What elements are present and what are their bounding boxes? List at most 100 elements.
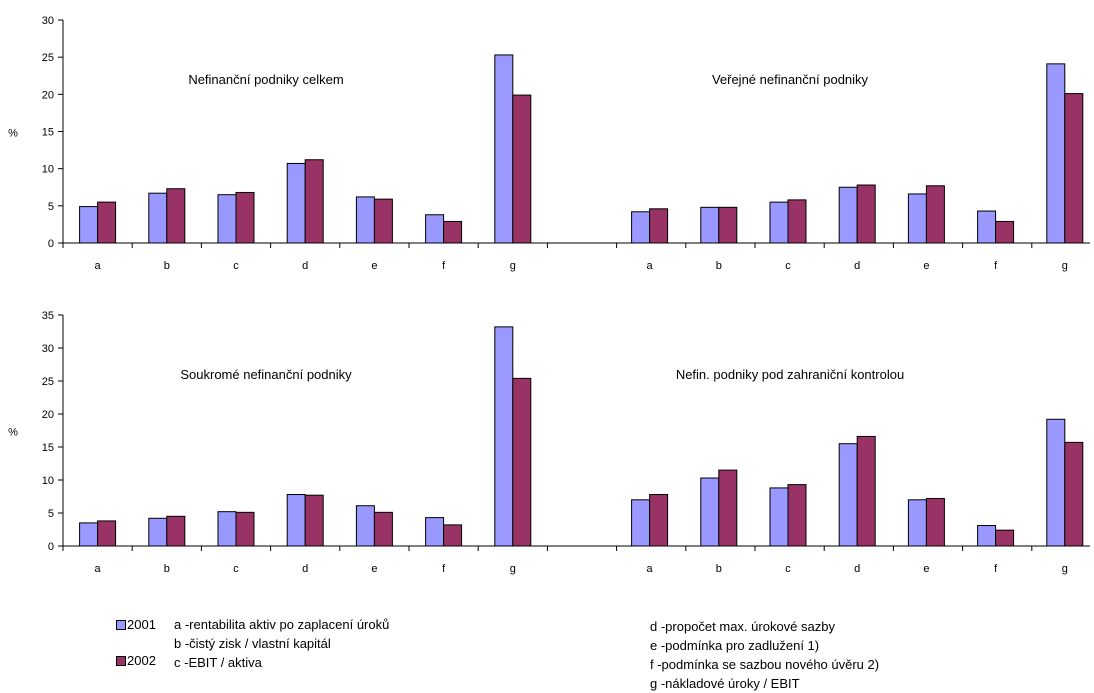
y-axis-label-0: % (8, 128, 18, 140)
bar-1-0-g-2002 (512, 377, 532, 547)
x-tick-label-0-1-0: a (647, 260, 654, 272)
x-tick-label-0-1-1: b (716, 260, 722, 272)
bar-0-0-a-2001 (79, 206, 99, 244)
bar-0-0-c-2001 (217, 194, 237, 244)
x-tick-label-1-1-2: c (785, 563, 791, 575)
bar-0-1-b-2001 (700, 206, 720, 244)
y-tick-label-1-5: 25 (42, 376, 54, 388)
bar-0-1-f-2001 (977, 210, 997, 244)
y-tick-label-0-6: 30 (42, 15, 54, 27)
bar-0-1-d-2001 (838, 186, 858, 244)
y-tick-label-0-4: 20 (42, 89, 54, 101)
bar-1-1-g-2002 (1064, 441, 1084, 547)
bar-1-0-c-2001 (217, 511, 237, 547)
bar-0-0-g-2002 (512, 94, 532, 244)
bar-0-1-e-2001 (907, 193, 927, 244)
group-title-0-1: Veřejné nefinanční podniky (712, 72, 869, 87)
bar-0-1-g-2002 (1064, 93, 1084, 244)
bar-0-0-e-2001 (355, 196, 375, 244)
bar-1-0-d-2001 (286, 494, 306, 547)
x-tick-label-1-1-0: a (647, 563, 654, 575)
x-tick-label-1-1-4: e (923, 563, 929, 575)
x-tick-label-0-0-0: a (95, 260, 102, 272)
bar-1-0-b-2001 (148, 517, 168, 547)
bar-0-0-b-2002 (166, 188, 186, 244)
bar-0-0-f-2001 (425, 214, 445, 244)
bar-0-1-a-2001 (631, 211, 651, 244)
definition-c: c -EBIT / aktiva (174, 655, 262, 670)
bar-1-1-d-2002 (856, 435, 876, 547)
y-tick-label-0-0: 0 (48, 238, 54, 250)
bar-1-0-f-2002 (443, 524, 463, 547)
definition-g: g -nákladové úroky / EBIT (650, 676, 800, 691)
x-tick-label-0-1-5: f (994, 260, 998, 272)
y-tick-label-0-1: 5 (48, 201, 54, 213)
x-tick-label-1-1-5: f (994, 563, 998, 575)
bar-1-1-a-2002 (649, 494, 669, 547)
definition-f: f -podmínka se sazbou nového úvěru 2) (650, 657, 880, 672)
y-tick-label-1-1: 5 (48, 508, 54, 520)
group-title-0-0: Nefinanční podniky celkem (188, 72, 343, 87)
legend-label-2001: 2001 (127, 617, 156, 632)
y-tick-label-1-3: 15 (42, 442, 54, 454)
bar-1-0-e-2002 (373, 511, 393, 547)
bar-1-0-e-2001 (355, 505, 375, 547)
bar-1-1-e-2001 (907, 499, 927, 547)
bar-1-1-g-2001 (1046, 418, 1066, 547)
legend-swatch-2001 (116, 620, 126, 630)
definition-b: b -čistý zisk / vlastní kapitál (174, 636, 331, 651)
y-tick-label-0-3: 15 (42, 127, 54, 139)
bar-0-0-a-2002 (97, 201, 117, 244)
x-tick-label-1-1-1: b (716, 563, 722, 575)
bar-0-0-d-2001 (286, 162, 306, 244)
bar-0-0-f-2002 (443, 220, 463, 244)
bar-1-1-f-2001 (977, 525, 997, 547)
x-tick-label-1-0-6: g (510, 563, 516, 575)
y-tick-label-1-2: 10 (42, 475, 54, 487)
bar-0-1-a-2002 (649, 208, 669, 244)
bar-1-1-b-2001 (700, 477, 720, 547)
bar-0-1-b-2002 (718, 206, 738, 244)
bar-0-1-g-2001 (1046, 63, 1066, 244)
bar-1-0-c-2002 (235, 511, 255, 547)
bar-0-0-c-2002 (235, 191, 255, 244)
x-tick-label-1-0-3: d (302, 563, 308, 575)
y-axis-label-1: % (8, 427, 18, 439)
bar-1-0-f-2001 (425, 517, 445, 547)
bar-0-0-b-2001 (148, 192, 168, 244)
x-tick-label-0-0-4: e (371, 260, 377, 272)
bar-1-1-f-2002 (995, 529, 1015, 547)
y-tick-label-0-5: 25 (42, 52, 54, 64)
bar-1-0-a-2002 (97, 520, 117, 547)
legend-swatch-2002 (116, 656, 126, 666)
bar-0-0-g-2001 (494, 54, 514, 244)
x-tick-label-1-0-4: e (371, 563, 377, 575)
bar-1-0-b-2002 (166, 515, 186, 547)
bar-1-1-d-2001 (838, 443, 858, 547)
group-title-1-1: Nefin. podniky pod zahraniční kontrolou (676, 367, 904, 382)
x-tick-label-0-0-3: d (302, 260, 308, 272)
bar-0-1-d-2002 (856, 184, 876, 244)
bar-0-0-d-2002 (304, 159, 324, 244)
bar-0-1-e-2002 (925, 185, 945, 244)
x-tick-label-1-0-0: a (95, 563, 102, 575)
x-tick-label-1-1-6: g (1062, 563, 1068, 575)
bar-1-1-b-2002 (718, 469, 738, 547)
y-tick-label-1-0: 0 (48, 541, 54, 553)
y-tick-label-1-4: 20 (42, 409, 54, 421)
bar-1-1-a-2001 (631, 499, 651, 547)
x-tick-label-1-0-2: c (233, 563, 239, 575)
x-tick-label-0-0-5: f (442, 260, 446, 272)
x-tick-label-0-0-2: c (233, 260, 239, 272)
bar-0-1-c-2002 (787, 199, 807, 244)
x-tick-label-0-1-6: g (1062, 260, 1068, 272)
bar-1-1-c-2002 (787, 484, 807, 547)
y-tick-label-1-7: 35 (42, 310, 54, 322)
x-tick-label-0-1-4: e (923, 260, 929, 272)
bar-1-1-e-2002 (925, 497, 945, 547)
definition-a: a -rentabilita aktiv po zaplacení úroků (174, 617, 390, 632)
bar-1-1-c-2001 (769, 487, 789, 547)
bar-0-0-e-2002 (373, 198, 393, 244)
x-tick-label-0-1-2: c (785, 260, 791, 272)
